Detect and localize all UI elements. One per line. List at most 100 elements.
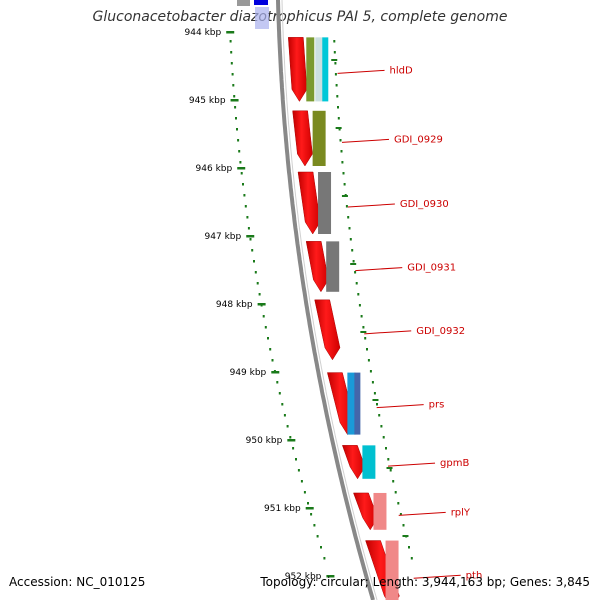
gc-dot-outer (376, 403, 378, 406)
gc-dot-outer (367, 359, 370, 362)
outer-tick-mark (341, 195, 348, 197)
label-leader-gdi_0929 (341, 138, 390, 143)
gc-dot-inner (295, 458, 297, 461)
gc-dot-outer (333, 40, 336, 43)
tick-mark (226, 31, 235, 34)
gc-dot-inner (237, 139, 240, 142)
gc-dot-inner (242, 183, 244, 186)
gene-label-gdi_0929: GDI_0929 (394, 134, 443, 145)
gc-dot-outer (366, 348, 368, 351)
gene-label-gdi_0932: GDI_0932 (416, 326, 465, 337)
cog-bar-rply (373, 492, 387, 530)
gc-dot-inner (238, 150, 241, 153)
partial-feature-gray (237, 0, 250, 6)
gc-dot-outer (345, 205, 348, 208)
gc-dot-inner (244, 205, 247, 208)
cog-bar-gdi_0930 (318, 172, 332, 234)
gc-dot-inner (307, 502, 309, 505)
gc-dot-outer (358, 304, 361, 307)
gc-dot-outer (408, 546, 410, 549)
cog-track (306, 37, 399, 600)
gene-label-gdi_0931: GDI_0931 (407, 263, 456, 274)
gc-dot-inner (236, 128, 238, 131)
gc-dot-inner (310, 513, 313, 516)
cog-bar-accent-hldd (306, 37, 315, 102)
top-partial-features (237, 0, 269, 29)
tick-label: 947 kbp (205, 232, 242, 242)
gc-dot-inner (320, 546, 322, 549)
tick-label: 945 kbp (189, 96, 226, 106)
gc-dot-outer (339, 139, 342, 142)
gc-dot-inner (240, 172, 243, 175)
cds-arrow-hldd (288, 37, 308, 102)
partial-feature-blue (254, 0, 268, 5)
gc-dot-inner (231, 73, 234, 76)
gc-dot-inner (278, 392, 281, 395)
gc-dot-inner (243, 194, 246, 197)
gc-dot-outer (369, 370, 372, 373)
gc-dot-outer (342, 172, 345, 175)
gc-dot-outer (337, 106, 339, 109)
gc-dot-inner (246, 216, 249, 219)
tick-label: 948 kbp (216, 300, 253, 310)
tick-label: 950 kbp (246, 436, 283, 446)
gc-dot-inner (230, 62, 233, 65)
gc-dot-inner (229, 40, 232, 43)
gc-dot-outer (378, 414, 381, 417)
gc-dot-outer (338, 128, 341, 131)
gc-dot-inner (233, 95, 236, 98)
gc-dot-inner (323, 557, 326, 560)
gc-dot-outer (347, 216, 350, 219)
cds-arrow-gpmb (342, 445, 366, 480)
outer-tick-mark (335, 127, 342, 129)
cog-bar-secondary-prs (354, 372, 361, 435)
gc-dot-inner (251, 249, 254, 252)
label-leader-gdi_0932 (364, 330, 412, 335)
gene-label-rply: rplY (451, 507, 471, 518)
tick-mark (230, 99, 239, 102)
gc-dot-outer (348, 227, 351, 230)
gc-dot-outer (334, 73, 337, 76)
tick-mark (326, 575, 335, 578)
gc-dot-outer (341, 161, 344, 164)
gc-dot-outer (399, 513, 402, 516)
tick-mark (305, 507, 314, 510)
gc-dot-inner (303, 491, 306, 494)
gc-dot-inner (300, 480, 303, 483)
cog-bar-pth (385, 540, 399, 600)
gc-content-dots (229, 40, 413, 560)
cds-arrow-gdi_0931 (305, 241, 329, 293)
label-leader-gpmb (388, 462, 436, 467)
outer-tick-mark (402, 535, 409, 537)
gc-dot-outer (336, 95, 339, 98)
cog-bar-secondary-hldd (322, 37, 329, 102)
gc-dot-inner (239, 161, 242, 164)
label-leader-prs (376, 404, 424, 409)
gc-dot-inner (281, 403, 284, 406)
tick-mark (246, 235, 255, 238)
outer-tick-mark (360, 331, 367, 333)
gc-dot-inner (249, 238, 252, 241)
gc-dot-inner (235, 117, 237, 120)
map-title: Gluconacetobacter diazotrophicus PAI 5, … (92, 9, 508, 25)
gc-dot-outer (402, 524, 405, 527)
tick-marks: 944 kbp 945 kbp 946 kbp 947 kbp 948 kbp 949 k… (185, 28, 409, 582)
label-leader-rply (398, 511, 446, 516)
tick-label: 951 kbp (264, 504, 301, 514)
gene-label-gdi_0930: GDI_0930 (400, 199, 449, 210)
gc-dot-outer (382, 436, 385, 439)
gc-dot-outer (397, 502, 400, 505)
gc-dot-inner (286, 425, 289, 428)
gc-dot-inner (262, 315, 265, 318)
gc-dot-outer (410, 557, 413, 560)
gc-dot-outer (349, 238, 352, 241)
cog-bar-gdi_0929 (312, 110, 326, 166)
gc-dot-outer (380, 425, 383, 428)
tick-label: 952 kbp (285, 572, 322, 582)
cog-bar-prs (347, 372, 356, 435)
tick-mark (271, 371, 280, 374)
tick-mark (237, 167, 246, 170)
cog-bar-gpmb (362, 445, 376, 479)
accession-text: Accession: NC_010125 (9, 575, 146, 589)
